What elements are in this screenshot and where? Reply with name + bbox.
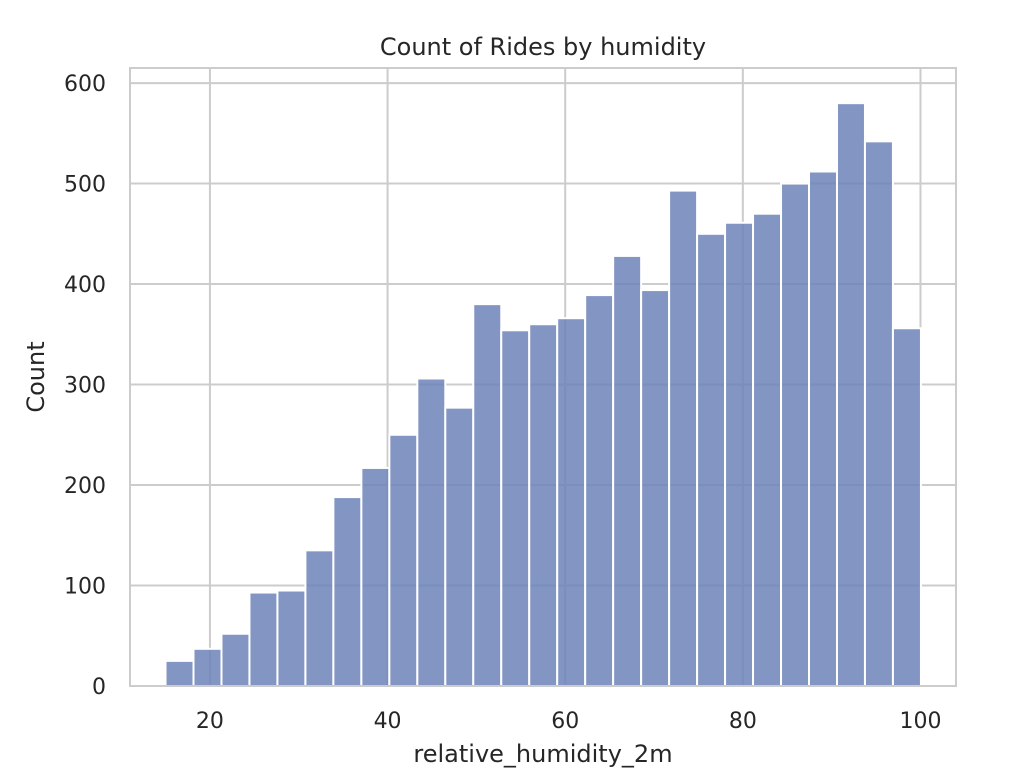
histogram-bar [640, 289, 671, 687]
x-tick-label: 100 [899, 709, 941, 734]
y-tick-label: 0 [92, 675, 106, 700]
histogram-bar [724, 221, 755, 687]
histogram-bar [780, 182, 811, 687]
histogram-bar [696, 232, 727, 687]
histogram-bar [444, 406, 475, 687]
x-tick-labels: 20 40 60 80 100 [196, 709, 942, 734]
y-tick-label: 200 [64, 474, 106, 499]
x-tick-label: 40 [374, 709, 402, 734]
histogram-bar [416, 377, 447, 687]
y-tick-label: 500 [64, 173, 106, 198]
histogram-bar [863, 140, 894, 688]
histogram-bar [164, 659, 195, 688]
y-tick-labels: 0 100 200 300 400 500 600 [64, 72, 106, 700]
histogram-bar [360, 466, 391, 687]
histogram-bar [584, 294, 615, 687]
chart-title: Count of Rides by humidity [380, 33, 706, 61]
histogram-bar [556, 317, 587, 687]
histogram-bar [500, 329, 531, 687]
histogram-bar [891, 327, 922, 687]
histogram-bar [220, 632, 251, 687]
histogram-bar [192, 647, 223, 688]
plot-frame [129, 67, 957, 687]
histogram-bar [808, 170, 838, 687]
y-tick-label: 300 [64, 374, 106, 399]
histogram-bar [388, 433, 419, 687]
y-tick-label: 600 [64, 72, 106, 97]
y-axis-title: Count [22, 341, 50, 412]
histogram-bar [752, 212, 783, 688]
x-tick-label: 20 [196, 709, 224, 734]
x-tick-label: 60 [551, 709, 579, 734]
histogram-bar [612, 254, 643, 687]
histogram-bar [248, 591, 279, 687]
histogram-bar [668, 189, 699, 687]
histogram-bar [835, 102, 866, 688]
histogram-bar [528, 323, 559, 687]
x-tick-label: 80 [729, 709, 757, 734]
histogram-bar [472, 303, 503, 687]
y-tick-label: 100 [64, 575, 106, 600]
histogram-bar [304, 549, 335, 688]
x-axis-title: relative_humidity_2m [413, 740, 672, 768]
histogram-bar [276, 589, 307, 687]
y-tick-label: 400 [64, 273, 106, 298]
histogram-bar [332, 496, 363, 687]
